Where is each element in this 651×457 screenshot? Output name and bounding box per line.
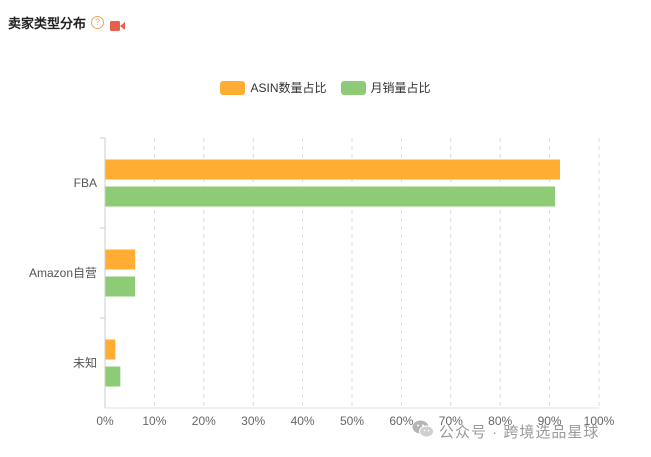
x-tick-label: 100% (584, 414, 615, 428)
x-tick-label: 40% (291, 414, 315, 428)
y-category-label: FBA (74, 176, 97, 190)
legend-swatch-asin (220, 80, 246, 95)
watermark-text: 公众号 · 跨境选品星球 (439, 423, 600, 441)
x-tick-label: 30% (241, 414, 265, 428)
x-tick-label: 20% (192, 414, 216, 428)
chart-title: 卖家类型分布 (8, 16, 87, 31)
bar (105, 366, 121, 387)
chart-header: 卖家类型分布 ? (8, 13, 126, 32)
x-tick-label: 60% (389, 414, 413, 428)
bar (105, 186, 556, 207)
legend-label-sales: 月销量占比 (370, 81, 431, 95)
legend-label-asin: ASIN数量占比 (250, 81, 327, 95)
y-category-label: Amazon自营 (29, 266, 97, 280)
x-tick-label: 80% (488, 414, 512, 428)
legend-item-sales[interactable]: 月销量占比 (340, 79, 431, 96)
chart-legend: ASIN数量占比 月销量占比 (0, 79, 651, 96)
legend-swatch-sales (340, 80, 366, 95)
x-tick-label: 0% (96, 414, 114, 428)
question-circle-icon[interactable]: ? (91, 16, 105, 29)
bar (105, 339, 116, 360)
bar (105, 276, 136, 297)
wechat-icon (412, 420, 434, 442)
video-camera-icon[interactable] (110, 18, 126, 31)
y-category-label: 未知 (73, 356, 97, 370)
x-tick-label: 90% (538, 414, 562, 428)
watermark: 公众号 · 跨境选品星球 (412, 420, 599, 442)
x-tick-label: 10% (142, 414, 166, 428)
x-tick-label: 70% (439, 414, 463, 428)
x-tick-label: 50% (340, 414, 364, 428)
legend-item-asin[interactable]: ASIN数量占比 (220, 79, 327, 96)
bar (105, 249, 136, 270)
bar (105, 159, 560, 180)
